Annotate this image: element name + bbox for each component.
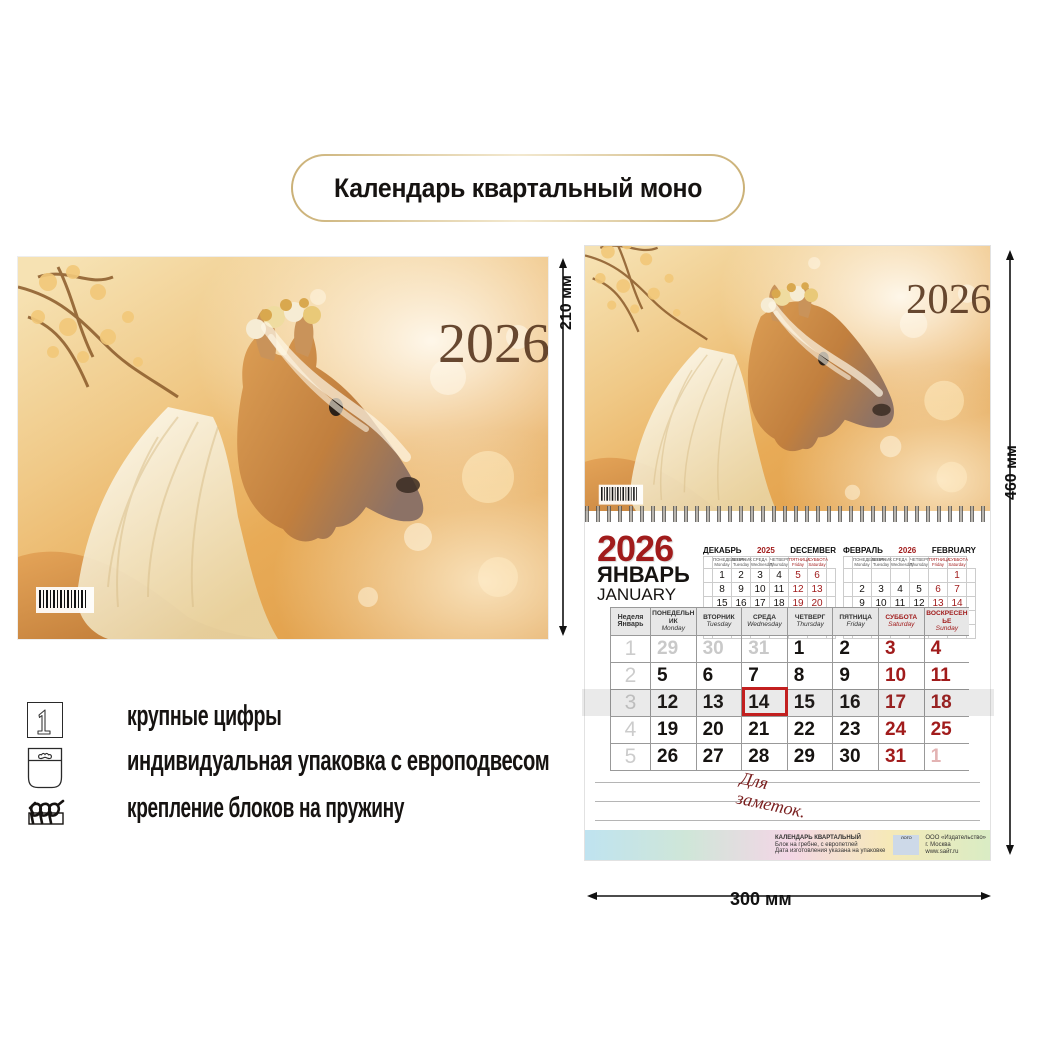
svg-text:2026: 2026: [906, 276, 990, 323]
svg-text:2026: 2026: [438, 313, 548, 375]
